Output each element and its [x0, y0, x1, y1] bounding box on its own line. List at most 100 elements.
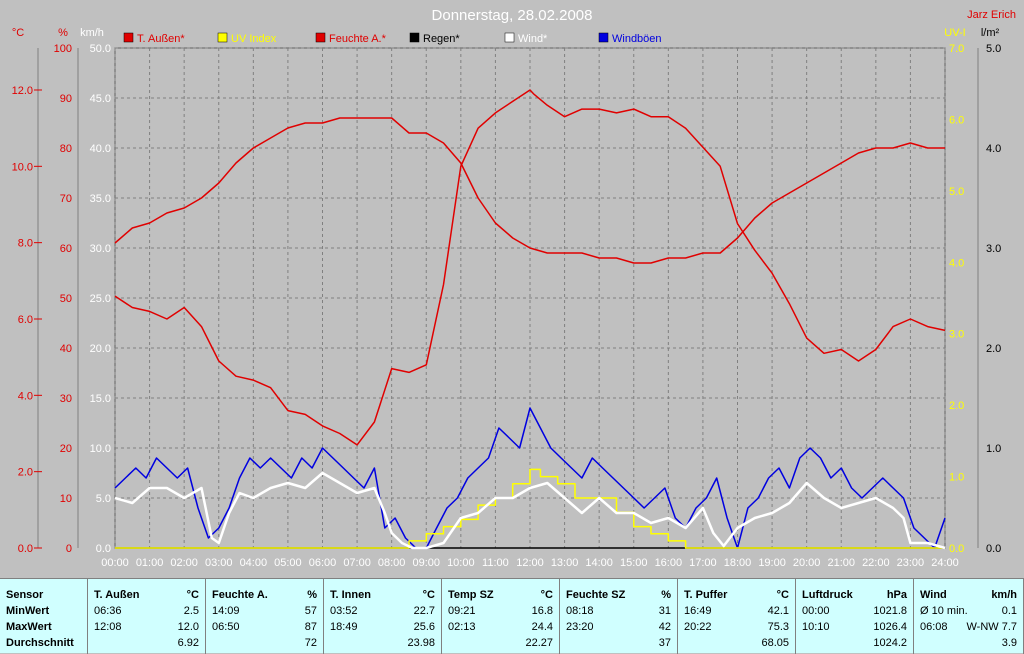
x-tick-label: 23:00: [897, 557, 925, 569]
stats-header-name: T. Innen: [330, 589, 371, 601]
rain-tick-label: 2.0: [986, 343, 1001, 355]
legend-label: Feuchte A.*: [329, 33, 387, 45]
rain-tick-label: 4.0: [986, 143, 1001, 155]
legend-swatch: [123, 32, 134, 43]
stats-header-name: Feuchte A.: [212, 589, 268, 601]
stats-max-time: 10:10: [802, 621, 830, 633]
wind-tick-label: 15.0: [90, 393, 111, 405]
series-line-feuchtea: [114, 117, 945, 264]
weather-chart: Donnerstag, 28.02.2008 Jarz Erich °C% km/h U…: [11, 7, 1016, 569]
stats-column: T. Innen °C 03:52 22.7 18:49 25.6 23.98: [324, 579, 442, 654]
stats-max-time: 23:20: [566, 621, 594, 633]
x-tick-label: 01:00: [136, 557, 164, 569]
x-tick-label: 02:00: [170, 557, 198, 569]
x-tick-label: 06:00: [309, 557, 337, 569]
uv-tick-label: 4.0: [949, 257, 964, 269]
temp-tick-label: 10.0: [12, 161, 33, 173]
uv-tick-label: 6.0: [949, 114, 964, 126]
stats-column: Wind km/h Ø 10 min. 0.1 06:08 W-NW 7.7 3.9: [914, 579, 1024, 654]
uv-tick-label: 3.0: [949, 329, 964, 341]
legend-swatch: [409, 32, 420, 43]
legend-label: T. Außen*: [137, 33, 185, 45]
stats-max-value: 75.3: [767, 621, 789, 633]
stats-max-time: 02:13: [448, 621, 476, 633]
row-label-min: MinWert: [6, 605, 50, 617]
series-line-wind: [114, 471, 946, 550]
temp-tick-label: 4.0: [18, 390, 33, 402]
wind-tick-label: 45.0: [90, 93, 111, 105]
temp-tick-label: 2.0: [18, 467, 33, 479]
x-tick-label: 14:00: [585, 557, 613, 569]
x-tick-label: 19:00: [758, 557, 786, 569]
stats-max-value: 12.0: [177, 621, 199, 633]
stats-header-unit: °C: [540, 589, 553, 601]
stats-min-time: 03:52: [330, 605, 358, 617]
x-tick-label: 16:00: [655, 557, 683, 569]
stats-min-value: 57: [304, 605, 317, 617]
x-tick-label: 10:00: [447, 557, 475, 569]
wind-tick-label: 10.0: [90, 443, 111, 455]
x-tick-label: 05:00: [274, 557, 302, 569]
x-tick-label: 03:00: [205, 557, 233, 569]
stats-min-value: 2.5: [183, 605, 199, 617]
stats-min-time: 00:00: [802, 605, 830, 617]
wind-tick-label: 20.0: [90, 343, 111, 355]
temp-tick-label: 6.0: [18, 314, 33, 326]
rain-unit-label: l/m²: [981, 27, 1000, 39]
series-line-uvindex: [115, 468, 945, 549]
temp-tick-label: 12.0: [12, 85, 33, 97]
hum-tick-label: 60: [60, 243, 72, 255]
stats-column: Luftdruck hPa 00:00 1021.8 10:10 1026.4 1024.2: [796, 579, 914, 654]
hum-tick-label: 0: [66, 543, 72, 555]
x-tick-label: 11:00: [482, 557, 509, 569]
stats-max-value: 24.4: [531, 621, 553, 633]
stats-min-time: 16:49: [684, 605, 712, 617]
stats-column: T. Außen °C 06:36 2.5 12:08 12.0 6.92: [88, 579, 206, 654]
temp-unit-label: °C: [12, 27, 24, 39]
statistics-table: Sensor MinWert MaxWert Durchschnitt T. A…: [0, 578, 1024, 654]
x-tick-label: 13:00: [551, 557, 579, 569]
x-tick-label: 21:00: [827, 557, 855, 569]
stats-max-value: 25.6: [413, 621, 435, 633]
wind-tick-label: 40.0: [90, 143, 111, 155]
x-tick-label: 20:00: [793, 557, 821, 569]
stats-header-unit: °C: [186, 589, 199, 601]
temp-tick-label: 8.0: [18, 238, 33, 250]
x-tick-label: 22:00: [862, 557, 890, 569]
rain-tick-label: 1.0: [986, 443, 1001, 455]
stats-min-value: 31: [658, 605, 671, 617]
stats-avg-value: 3.9: [1001, 637, 1017, 649]
stats-max-value: 1026.4: [873, 621, 907, 633]
stats-avg-value: 68.05: [761, 637, 789, 649]
stats-header-unit: °C: [422, 589, 435, 601]
row-label-column: Sensor MinWert MaxWert Durchschnitt: [0, 579, 88, 654]
stats-header-name: T. Außen: [94, 589, 140, 601]
wind-tick-label: 50.0: [90, 43, 111, 55]
legend-swatch: [315, 32, 326, 43]
x-tick-label: 12:00: [516, 557, 544, 569]
stats-min-time: 06:36: [94, 605, 122, 617]
stats-column: Temp SZ °C 09:21 16.8 02:13 24.4 22.27: [442, 579, 560, 654]
stats-header-unit: %: [307, 589, 317, 601]
wind-tick-label: 5.0: [96, 493, 111, 505]
legend-label: Wind*: [518, 33, 548, 45]
uv-tick-label: 7.0: [949, 43, 964, 55]
uv-unit-label: UV-I: [944, 27, 965, 39]
legend-swatch: [217, 32, 228, 43]
row-label-max: MaxWert: [6, 621, 52, 633]
x-tick-label: 09:00: [412, 557, 440, 569]
hum-tick-label: 30: [60, 393, 72, 405]
stats-header-name: Temp SZ: [448, 589, 494, 601]
stats-min-time: Ø 10 min.: [920, 605, 968, 617]
hum-tick-label: 100: [54, 43, 72, 55]
stats-column: T. Puffer °C 16:49 42.1 20:22 75.3 68.05: [678, 579, 796, 654]
uv-tick-label: 1.0: [949, 472, 964, 484]
x-tick-label: 24:00: [931, 557, 959, 569]
stats-avg-value: 37: [658, 637, 671, 649]
stats-header-name: Luftdruck: [802, 589, 853, 601]
row-label-avg: Durchschnitt: [6, 637, 74, 649]
wind-tick-label: 0.0: [96, 543, 111, 555]
stats-min-value: 1021.8: [873, 605, 907, 617]
stats-max-time: 06:08: [920, 621, 948, 633]
hum-tick-label: 20: [60, 443, 72, 455]
